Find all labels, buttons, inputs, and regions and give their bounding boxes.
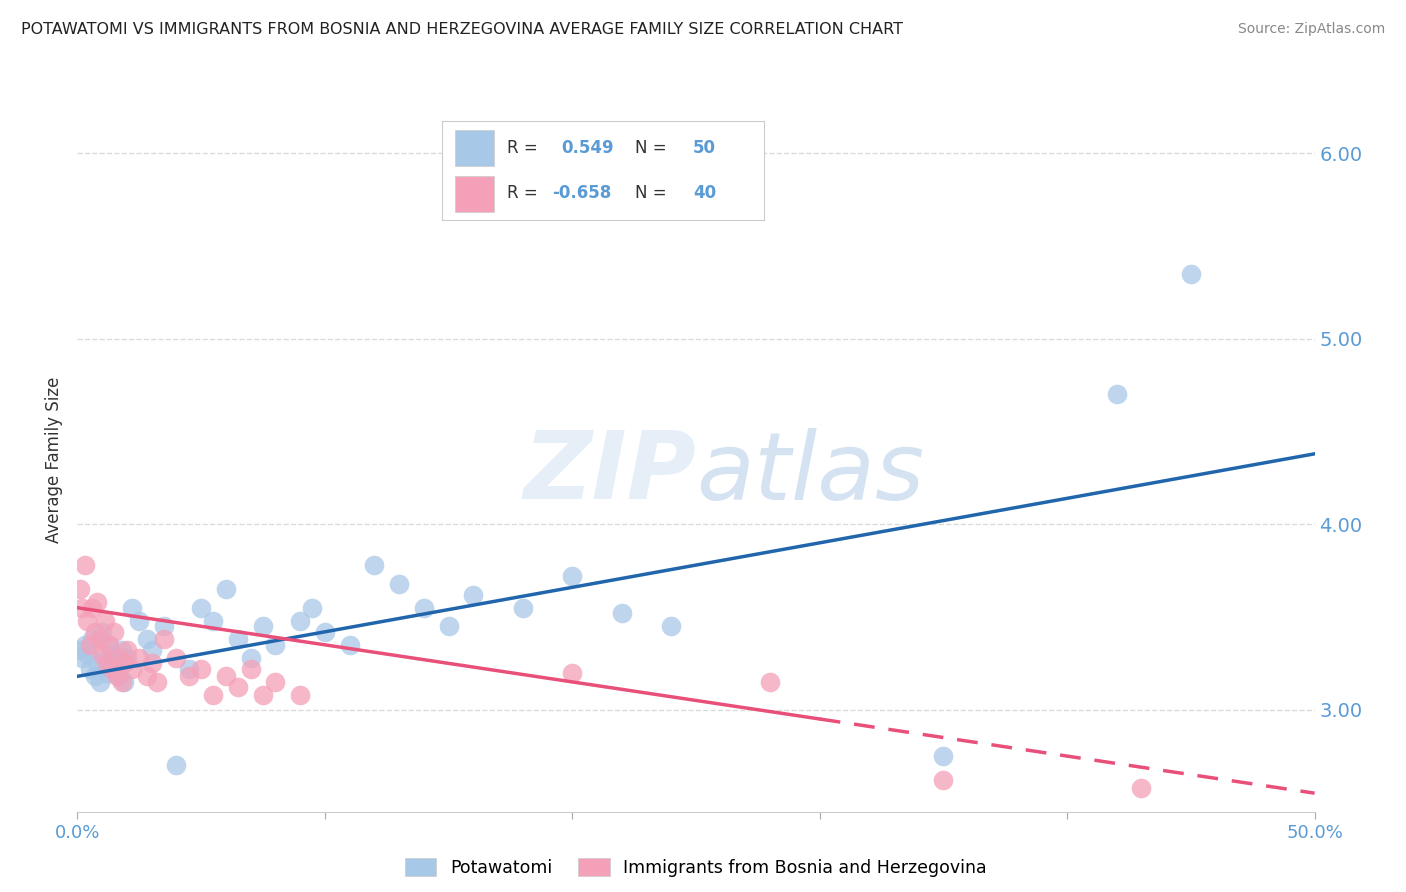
Point [437,619,460,633]
Point [202,614,225,628]
Point [610,607,633,621]
Point [79,638,101,652]
Point [82,632,104,647]
Point [932,773,955,788]
Point [115,650,138,665]
Point [339,638,361,652]
Point [73,638,96,652]
Point [91,647,114,661]
Point [101,662,124,676]
Point [412,600,434,615]
Point [165,650,187,665]
Point [177,669,200,683]
Point [301,600,323,615]
Point [103,647,125,661]
Point [121,662,143,676]
Point [101,662,124,676]
Text: POTAWATOMI VS IMMIGRANTS FROM BOSNIA AND HERZEGOVINA AVERAGE FAMILY SIZE CORRELA: POTAWATOMI VS IMMIGRANTS FROM BOSNIA AND… [21,22,903,37]
Point [165,758,187,772]
Point [759,674,782,689]
Text: Source: ZipAtlas.com: Source: ZipAtlas.com [1237,22,1385,37]
Point [1180,267,1202,281]
Point [135,669,157,683]
Point [190,662,212,676]
Point [153,619,176,633]
Point [239,650,262,665]
Point [288,614,311,628]
Point [264,638,287,652]
Point [659,619,682,633]
Point [86,657,108,671]
Point [111,643,134,657]
Point [79,662,101,676]
Point [226,681,249,695]
Point [239,662,262,676]
Point [111,674,134,689]
Point [98,638,121,652]
Point [103,624,125,639]
Point [89,632,111,647]
Point [108,669,131,683]
Point [145,674,167,689]
Point [252,619,274,633]
Point [76,614,98,628]
Point [932,749,955,764]
Point [72,650,94,665]
Point [314,624,336,639]
Point [512,600,534,615]
Text: atlas: atlas [696,428,924,519]
Point [91,624,114,639]
Point [86,595,108,609]
Point [121,600,143,615]
Point [561,665,583,680]
Point [69,643,91,657]
Point [108,650,131,665]
Point [115,643,138,657]
Point [252,688,274,702]
Point [76,647,98,661]
Point [153,632,176,647]
Point [264,674,287,689]
Point [463,588,485,602]
Y-axis label: Average Family Size: Average Family Size [45,376,63,542]
Point [388,576,411,591]
Point [177,662,200,676]
Point [128,650,150,665]
Point [83,669,105,683]
Point [96,665,118,680]
Point [215,669,238,683]
Point [141,657,163,671]
Text: ZIP: ZIP [523,427,696,519]
Point [98,638,121,652]
Point [135,632,157,647]
Point [215,582,238,597]
Point [112,657,135,671]
Point [69,582,91,597]
Legend: Potawatomi, Immigrants from Bosnia and Herzegovina: Potawatomi, Immigrants from Bosnia and H… [398,852,994,884]
Point [226,632,249,647]
Point [96,657,118,671]
Point [141,643,163,657]
Point [288,688,311,702]
Point [202,688,225,702]
Point [112,674,135,689]
Point [105,657,128,671]
Point [363,558,385,573]
Point [82,600,104,615]
Point [72,600,94,615]
Point [561,569,583,583]
Point [93,614,115,628]
Point [1105,387,1128,401]
Point [89,674,111,689]
Point [73,558,96,573]
Point [128,614,150,628]
Point [83,624,105,639]
Point [105,669,128,683]
Point [190,600,212,615]
Point [1130,780,1153,795]
Point [93,650,115,665]
